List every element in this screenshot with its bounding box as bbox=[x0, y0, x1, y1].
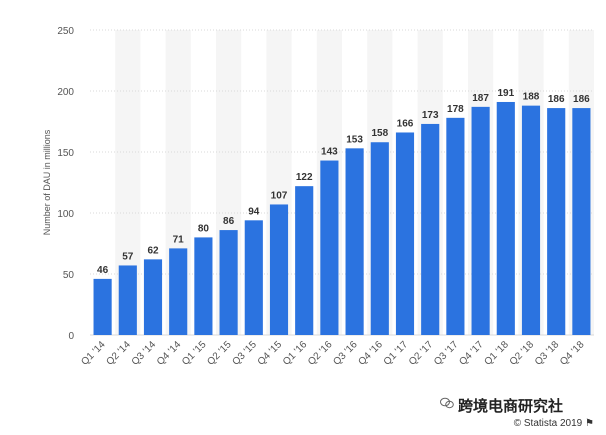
data-label: 191 bbox=[497, 88, 514, 99]
x-tick-label: Q3 '18 bbox=[533, 339, 562, 368]
bar bbox=[169, 248, 188, 335]
x-tick-label: Q1 '18 bbox=[483, 339, 512, 368]
data-label: 166 bbox=[397, 118, 414, 129]
watermark-text: 跨境电商研究社 bbox=[458, 397, 564, 415]
data-label: 153 bbox=[346, 134, 363, 145]
data-label: 187 bbox=[472, 93, 489, 104]
wechat-icon bbox=[440, 397, 454, 409]
data-label: 186 bbox=[573, 94, 590, 105]
bar bbox=[345, 148, 364, 335]
bar bbox=[572, 108, 591, 335]
bar bbox=[320, 160, 339, 335]
x-tick-label: Q2 '17 bbox=[407, 339, 436, 368]
x-tick-label: Q1 '17 bbox=[382, 339, 411, 368]
data-label: 158 bbox=[371, 128, 388, 139]
data-label: 122 bbox=[296, 172, 313, 183]
credit-text: © Statista 2019 bbox=[513, 418, 583, 429]
y-tick-label: 150 bbox=[57, 148, 74, 159]
y-tick-label: 250 bbox=[57, 26, 74, 37]
x-tick-label: Q1 '15 bbox=[180, 339, 209, 368]
bar bbox=[219, 230, 238, 335]
x-tick-label: Q2 '16 bbox=[306, 339, 335, 368]
x-tick-label: Q2 '14 bbox=[105, 339, 134, 368]
x-tick-label: Q4 '17 bbox=[457, 339, 486, 368]
y-tick-label: 200 bbox=[57, 87, 74, 98]
x-tick-label: Q4 '14 bbox=[155, 339, 184, 368]
bar bbox=[471, 106, 490, 335]
y-tick-label: 50 bbox=[63, 270, 75, 281]
bar bbox=[118, 265, 137, 335]
bar bbox=[521, 105, 541, 335]
data-label: 86 bbox=[223, 216, 235, 227]
data-label: 178 bbox=[447, 104, 464, 115]
bar bbox=[194, 237, 213, 335]
x-tick-label: Q3 '15 bbox=[231, 339, 260, 368]
x-tick-label: Q2 '18 bbox=[508, 339, 537, 368]
bar bbox=[143, 259, 163, 335]
data-label: 188 bbox=[523, 92, 540, 103]
x-tick-label: Q4 '18 bbox=[558, 339, 587, 368]
y-tick-label: 100 bbox=[57, 209, 74, 220]
bar bbox=[370, 142, 389, 335]
x-tick-label: Q4 '15 bbox=[256, 339, 285, 368]
y-tick-label: 0 bbox=[68, 331, 74, 342]
bar bbox=[421, 123, 440, 335]
x-tick-label: Q1 '14 bbox=[79, 339, 108, 368]
x-tick-label: Q4 '16 bbox=[357, 339, 386, 368]
x-tick-label: Q3 '16 bbox=[331, 339, 360, 368]
bar bbox=[395, 132, 415, 335]
bar bbox=[295, 186, 314, 335]
data-label: 71 bbox=[173, 234, 185, 245]
data-label: 62 bbox=[147, 245, 159, 256]
bar bbox=[244, 220, 263, 335]
bar bbox=[269, 204, 289, 335]
data-label: 80 bbox=[198, 223, 210, 234]
x-tick-label: Q3 '14 bbox=[130, 339, 159, 368]
bar bbox=[547, 108, 566, 335]
flag-icon: ⚑ bbox=[585, 418, 594, 429]
bar bbox=[446, 117, 465, 335]
bar bbox=[496, 101, 515, 335]
x-tick-label: Q1 '16 bbox=[281, 339, 310, 368]
data-label: 173 bbox=[422, 110, 439, 121]
x-tick-label: Q3 '17 bbox=[432, 339, 461, 368]
bar bbox=[93, 278, 112, 335]
data-label: 107 bbox=[271, 190, 288, 201]
data-label: 186 bbox=[548, 94, 565, 105]
data-label: 46 bbox=[97, 265, 109, 276]
data-label: 94 bbox=[248, 206, 260, 217]
source-credit: © Statista 2019 ⚑ bbox=[514, 418, 594, 429]
y-axis-label: Number of DAU in millions bbox=[42, 129, 52, 235]
data-label: 57 bbox=[122, 251, 134, 262]
x-tick-label: Q2 '15 bbox=[205, 339, 234, 368]
data-label: 143 bbox=[321, 147, 338, 158]
